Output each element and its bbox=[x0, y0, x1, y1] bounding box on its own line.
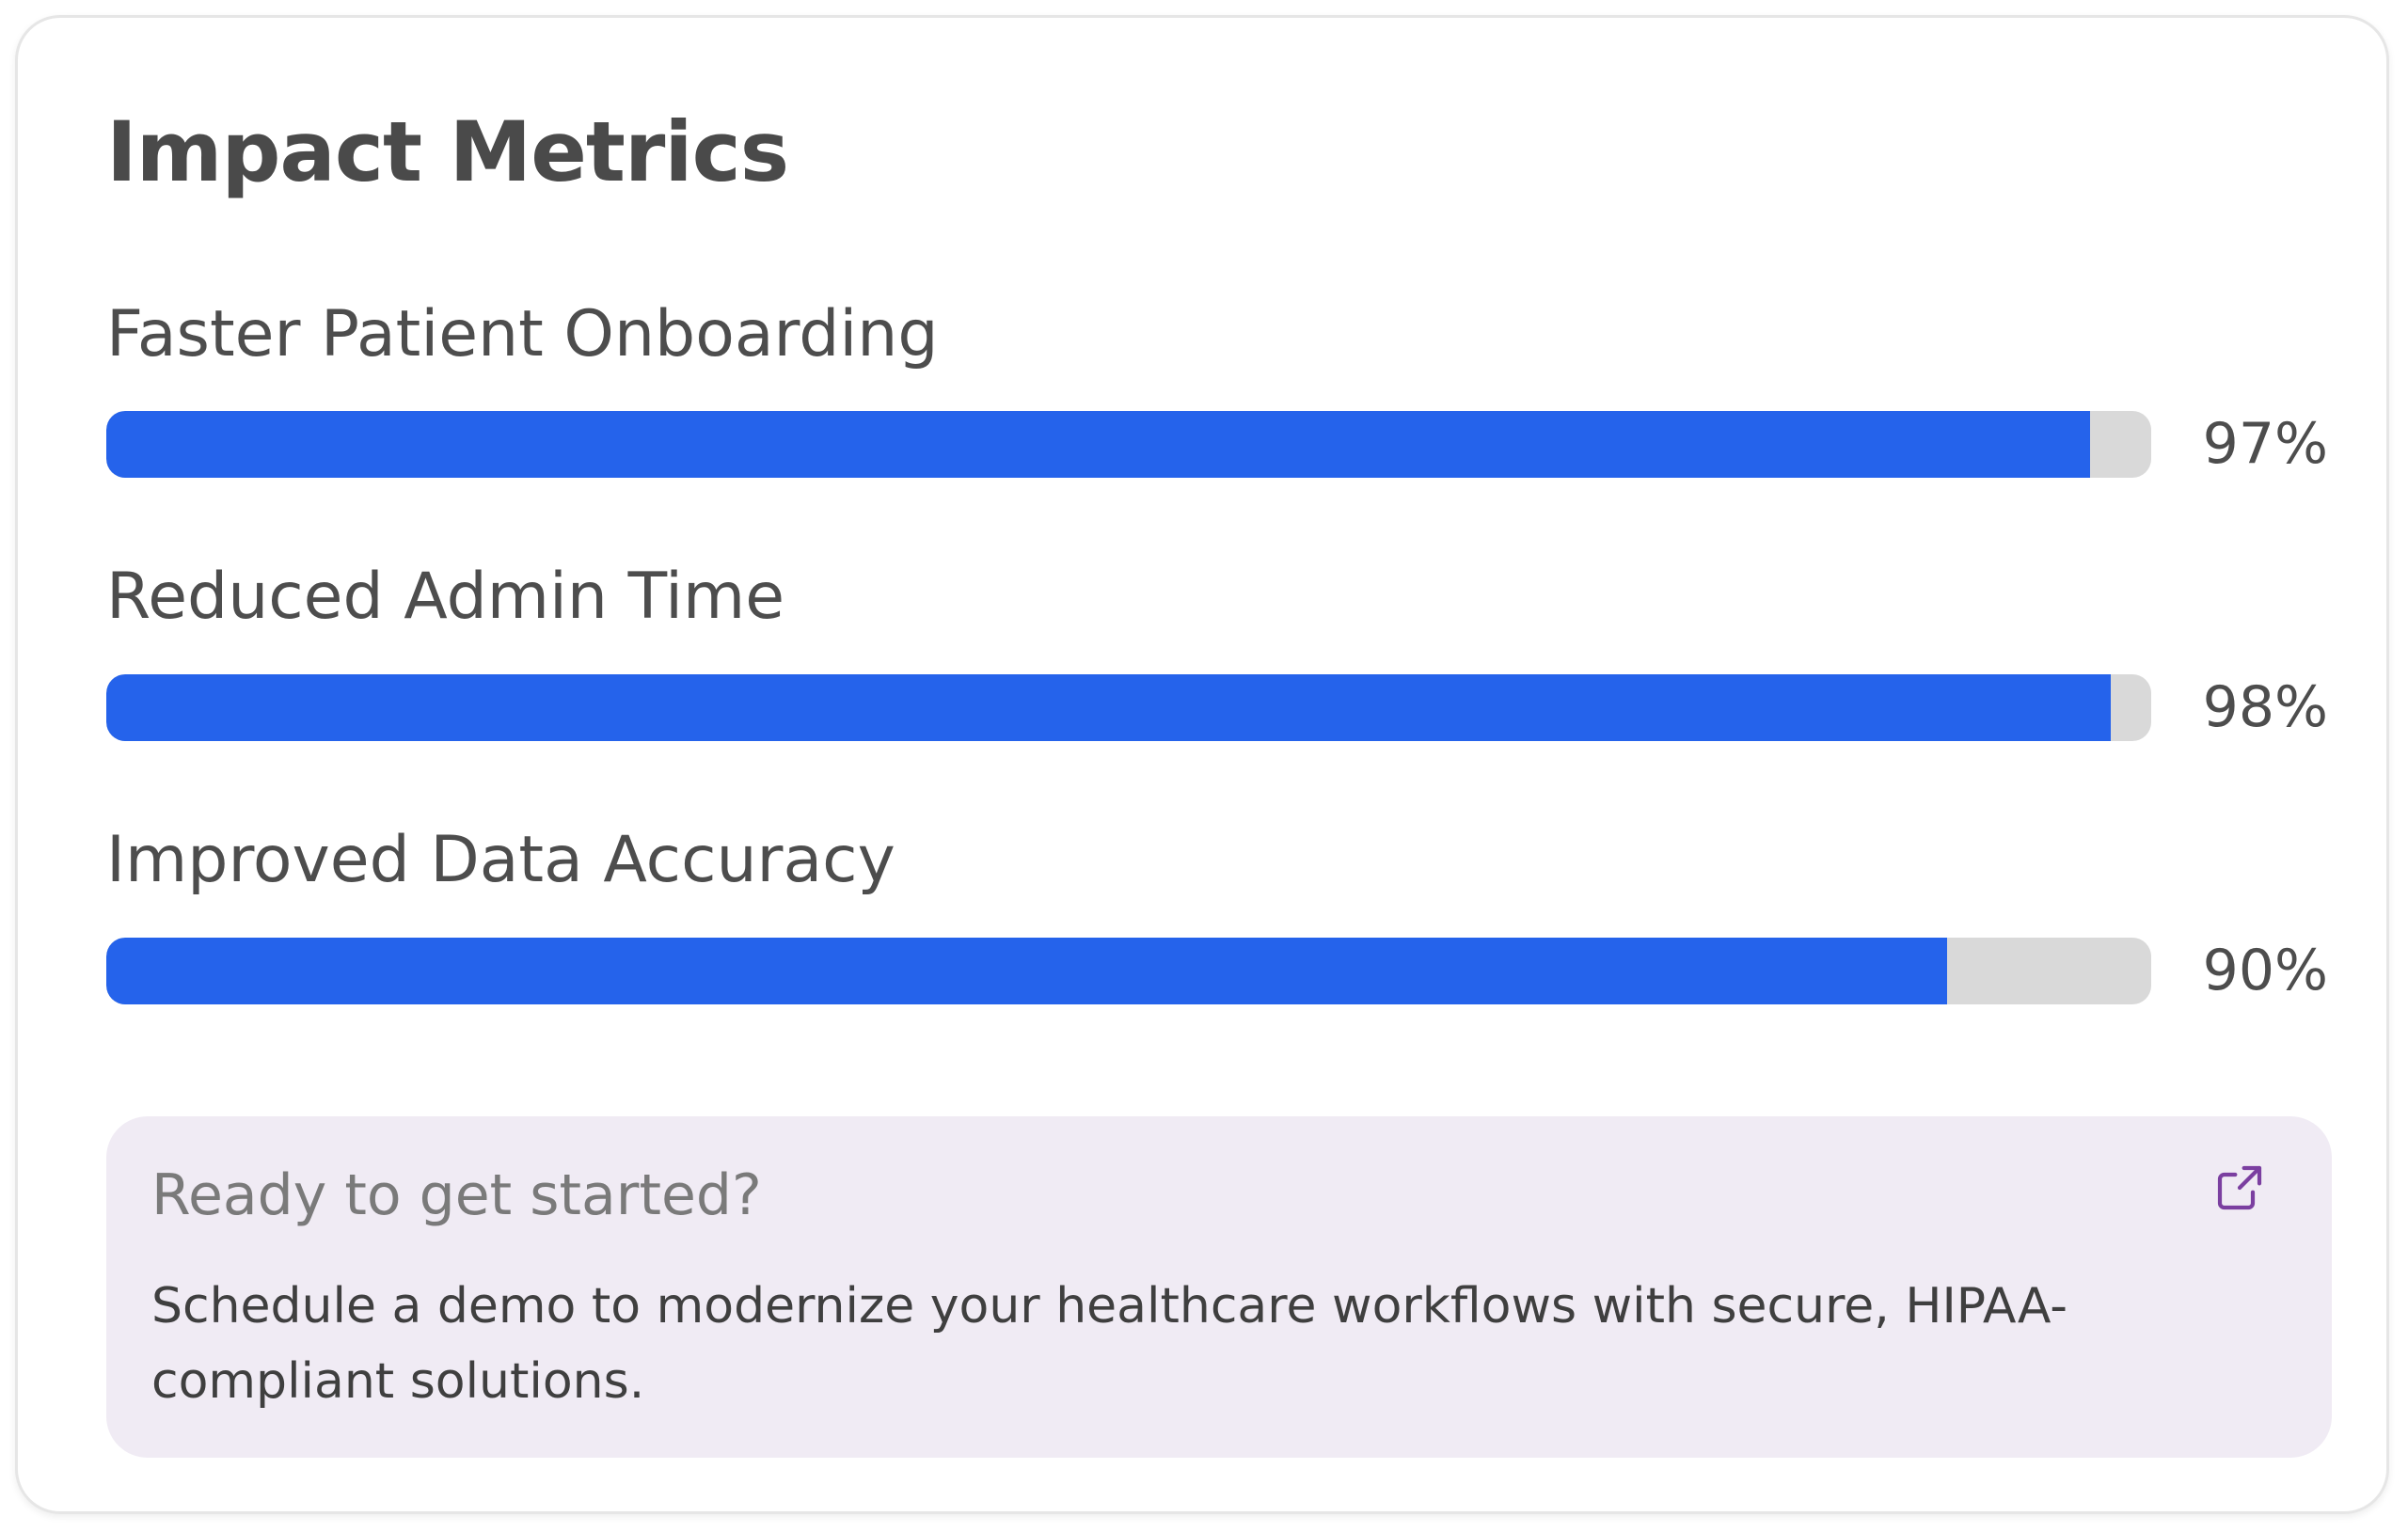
cta-description: Schedule a demo to modernize your health… bbox=[151, 1278, 2068, 1410]
external-link-icon[interactable] bbox=[2213, 1161, 2266, 1214]
metric-progress-fill bbox=[106, 938, 1947, 1004]
metric-progress-fill bbox=[106, 674, 2111, 741]
cta-heading: Ready to get started? bbox=[151, 1162, 762, 1228]
get-started-callout[interactable]: Ready to get started? Schedule a demo to… bbox=[106, 1116, 2332, 1458]
metric-value-data-accuracy: 90% bbox=[2202, 938, 2328, 1003]
card-title: Impact Metrics bbox=[106, 103, 789, 200]
metric-progress-bar-admin-time bbox=[106, 674, 2151, 741]
metric-value-onboarding: 97% bbox=[2202, 411, 2328, 477]
metric-progress-bar-data-accuracy bbox=[106, 938, 2151, 1004]
metric-label-data-accuracy: Improved Data Accuracy bbox=[106, 823, 895, 897]
metric-progress-fill bbox=[106, 411, 2090, 478]
metric-progress-bar-onboarding bbox=[106, 411, 2151, 478]
metric-label-admin-time: Reduced Admin Time bbox=[106, 560, 785, 634]
metric-value-admin-time: 98% bbox=[2202, 674, 2328, 740]
metric-label-onboarding: Faster Patient Onboarding bbox=[106, 297, 939, 371]
impact-metrics-card: Impact Metrics Faster Patient Onboarding… bbox=[15, 15, 2389, 1514]
